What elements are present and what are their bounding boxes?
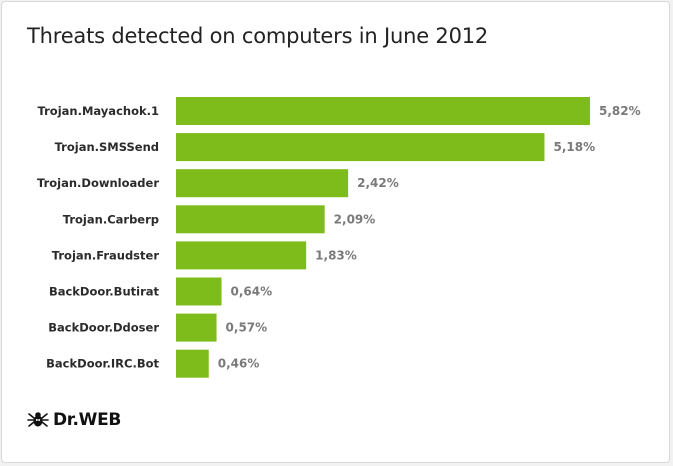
bar: [176, 205, 325, 234]
chart-title: Threats detected on computers in June 20…: [27, 24, 489, 48]
spider-icon: [27, 412, 49, 427]
category-label: BackDoor.Ddoser: [48, 321, 159, 335]
value-label: 0,46%: [218, 357, 260, 371]
value-label: 0,57%: [226, 321, 268, 335]
bar: [176, 133, 545, 162]
value-label: 0,64%: [231, 285, 273, 299]
value-label: 1,83%: [315, 248, 357, 262]
category-label: Trojan.Fraudster: [52, 248, 160, 262]
category-label: Trojan.Downloader: [37, 176, 159, 190]
bar: [176, 241, 307, 270]
bar: [176, 313, 217, 342]
category-label: Trojan.Carberp: [63, 212, 159, 226]
bar: [176, 277, 222, 306]
value-label: 2,09%: [334, 212, 376, 226]
category-label: BackDoor.IRC.Bot: [46, 357, 159, 371]
category-label: BackDoor.Butirat: [49, 285, 160, 299]
bar: [176, 169, 349, 198]
value-label: 5,82%: [599, 104, 641, 118]
category-label: Trojan.Mayachok.1: [38, 104, 159, 118]
value-label: 5,18%: [553, 140, 595, 154]
logo-text: Dr.WEB: [53, 410, 122, 430]
bar: [176, 349, 209, 378]
bar: [176, 97, 590, 125]
category-label: Trojan.SMSSend: [55, 140, 159, 154]
drweb-logo: Dr.WEB: [27, 410, 121, 430]
value-label: 2,42%: [357, 176, 399, 190]
